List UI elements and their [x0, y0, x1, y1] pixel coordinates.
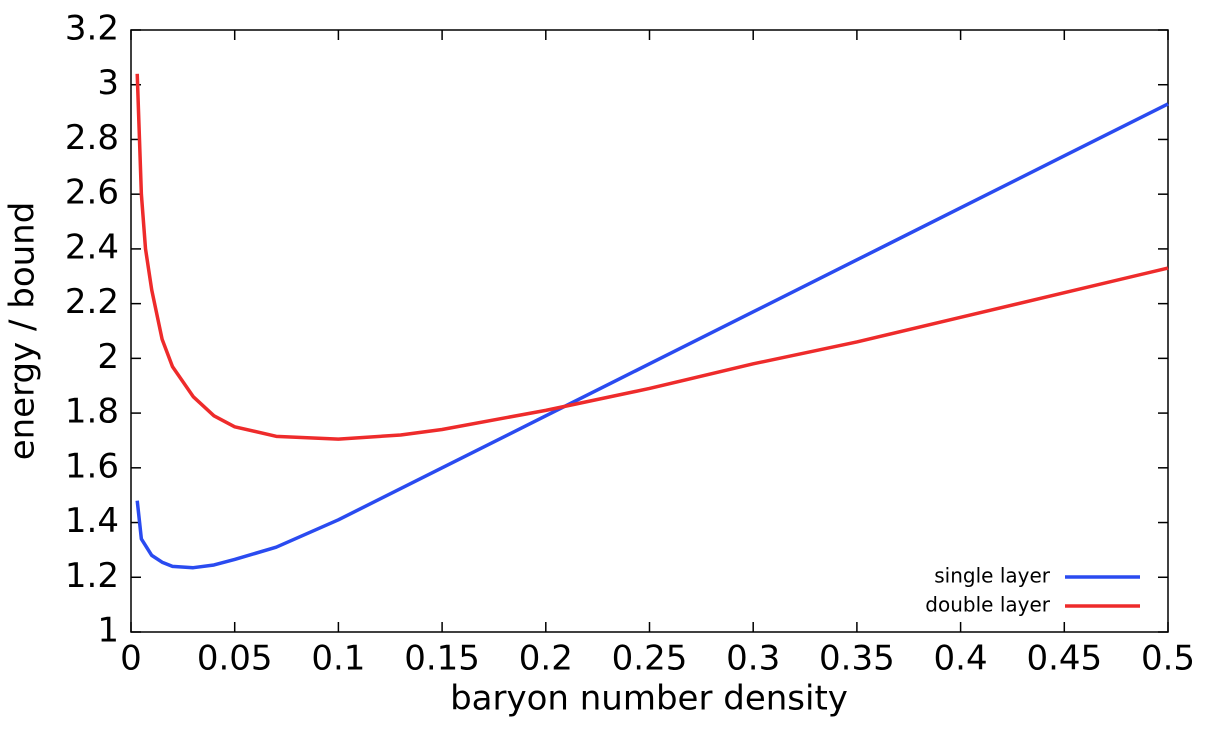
y-tick-label: 2.2	[65, 282, 119, 322]
legend-label: single layer	[934, 564, 1051, 588]
y-axis-label: energy / bound	[3, 202, 43, 461]
x-tick-label: 0.05	[197, 639, 273, 679]
x-tick-label: 0.1	[311, 639, 365, 679]
y-tick-label: 1.6	[65, 446, 119, 486]
legend-label: double layer	[925, 593, 1050, 617]
y-tick-label: 2.8	[65, 118, 119, 158]
x-axis-label: baryon number density	[450, 679, 848, 719]
x-tick-label: 0.4	[934, 639, 988, 679]
x-tick-label: 0.2	[519, 639, 573, 679]
y-tick-label: 3	[97, 63, 119, 103]
y-tick-label: 1.2	[65, 556, 119, 596]
x-tick-label: 0.5	[1141, 639, 1195, 679]
y-tick-label: 1.8	[65, 392, 119, 432]
y-tick-label: 3.2	[65, 9, 119, 49]
x-tick-label: 0.15	[404, 639, 480, 679]
x-tick-label: 0.3	[726, 639, 780, 679]
x-tick-label: 0.45	[1026, 639, 1102, 679]
y-tick-label: 2.6	[65, 173, 119, 213]
series-line	[135, 102, 1169, 570]
series-line	[135, 73, 1169, 441]
x-tick-label: 0	[120, 639, 142, 679]
y-tick-label: 1	[97, 611, 119, 651]
x-tick-label: 0.35	[819, 639, 895, 679]
y-tick-label: 2	[97, 337, 119, 377]
x-tick-label: 0.25	[612, 639, 688, 679]
y-tick-label: 2.4	[65, 227, 119, 267]
y-tick-label: 1.4	[65, 501, 119, 541]
